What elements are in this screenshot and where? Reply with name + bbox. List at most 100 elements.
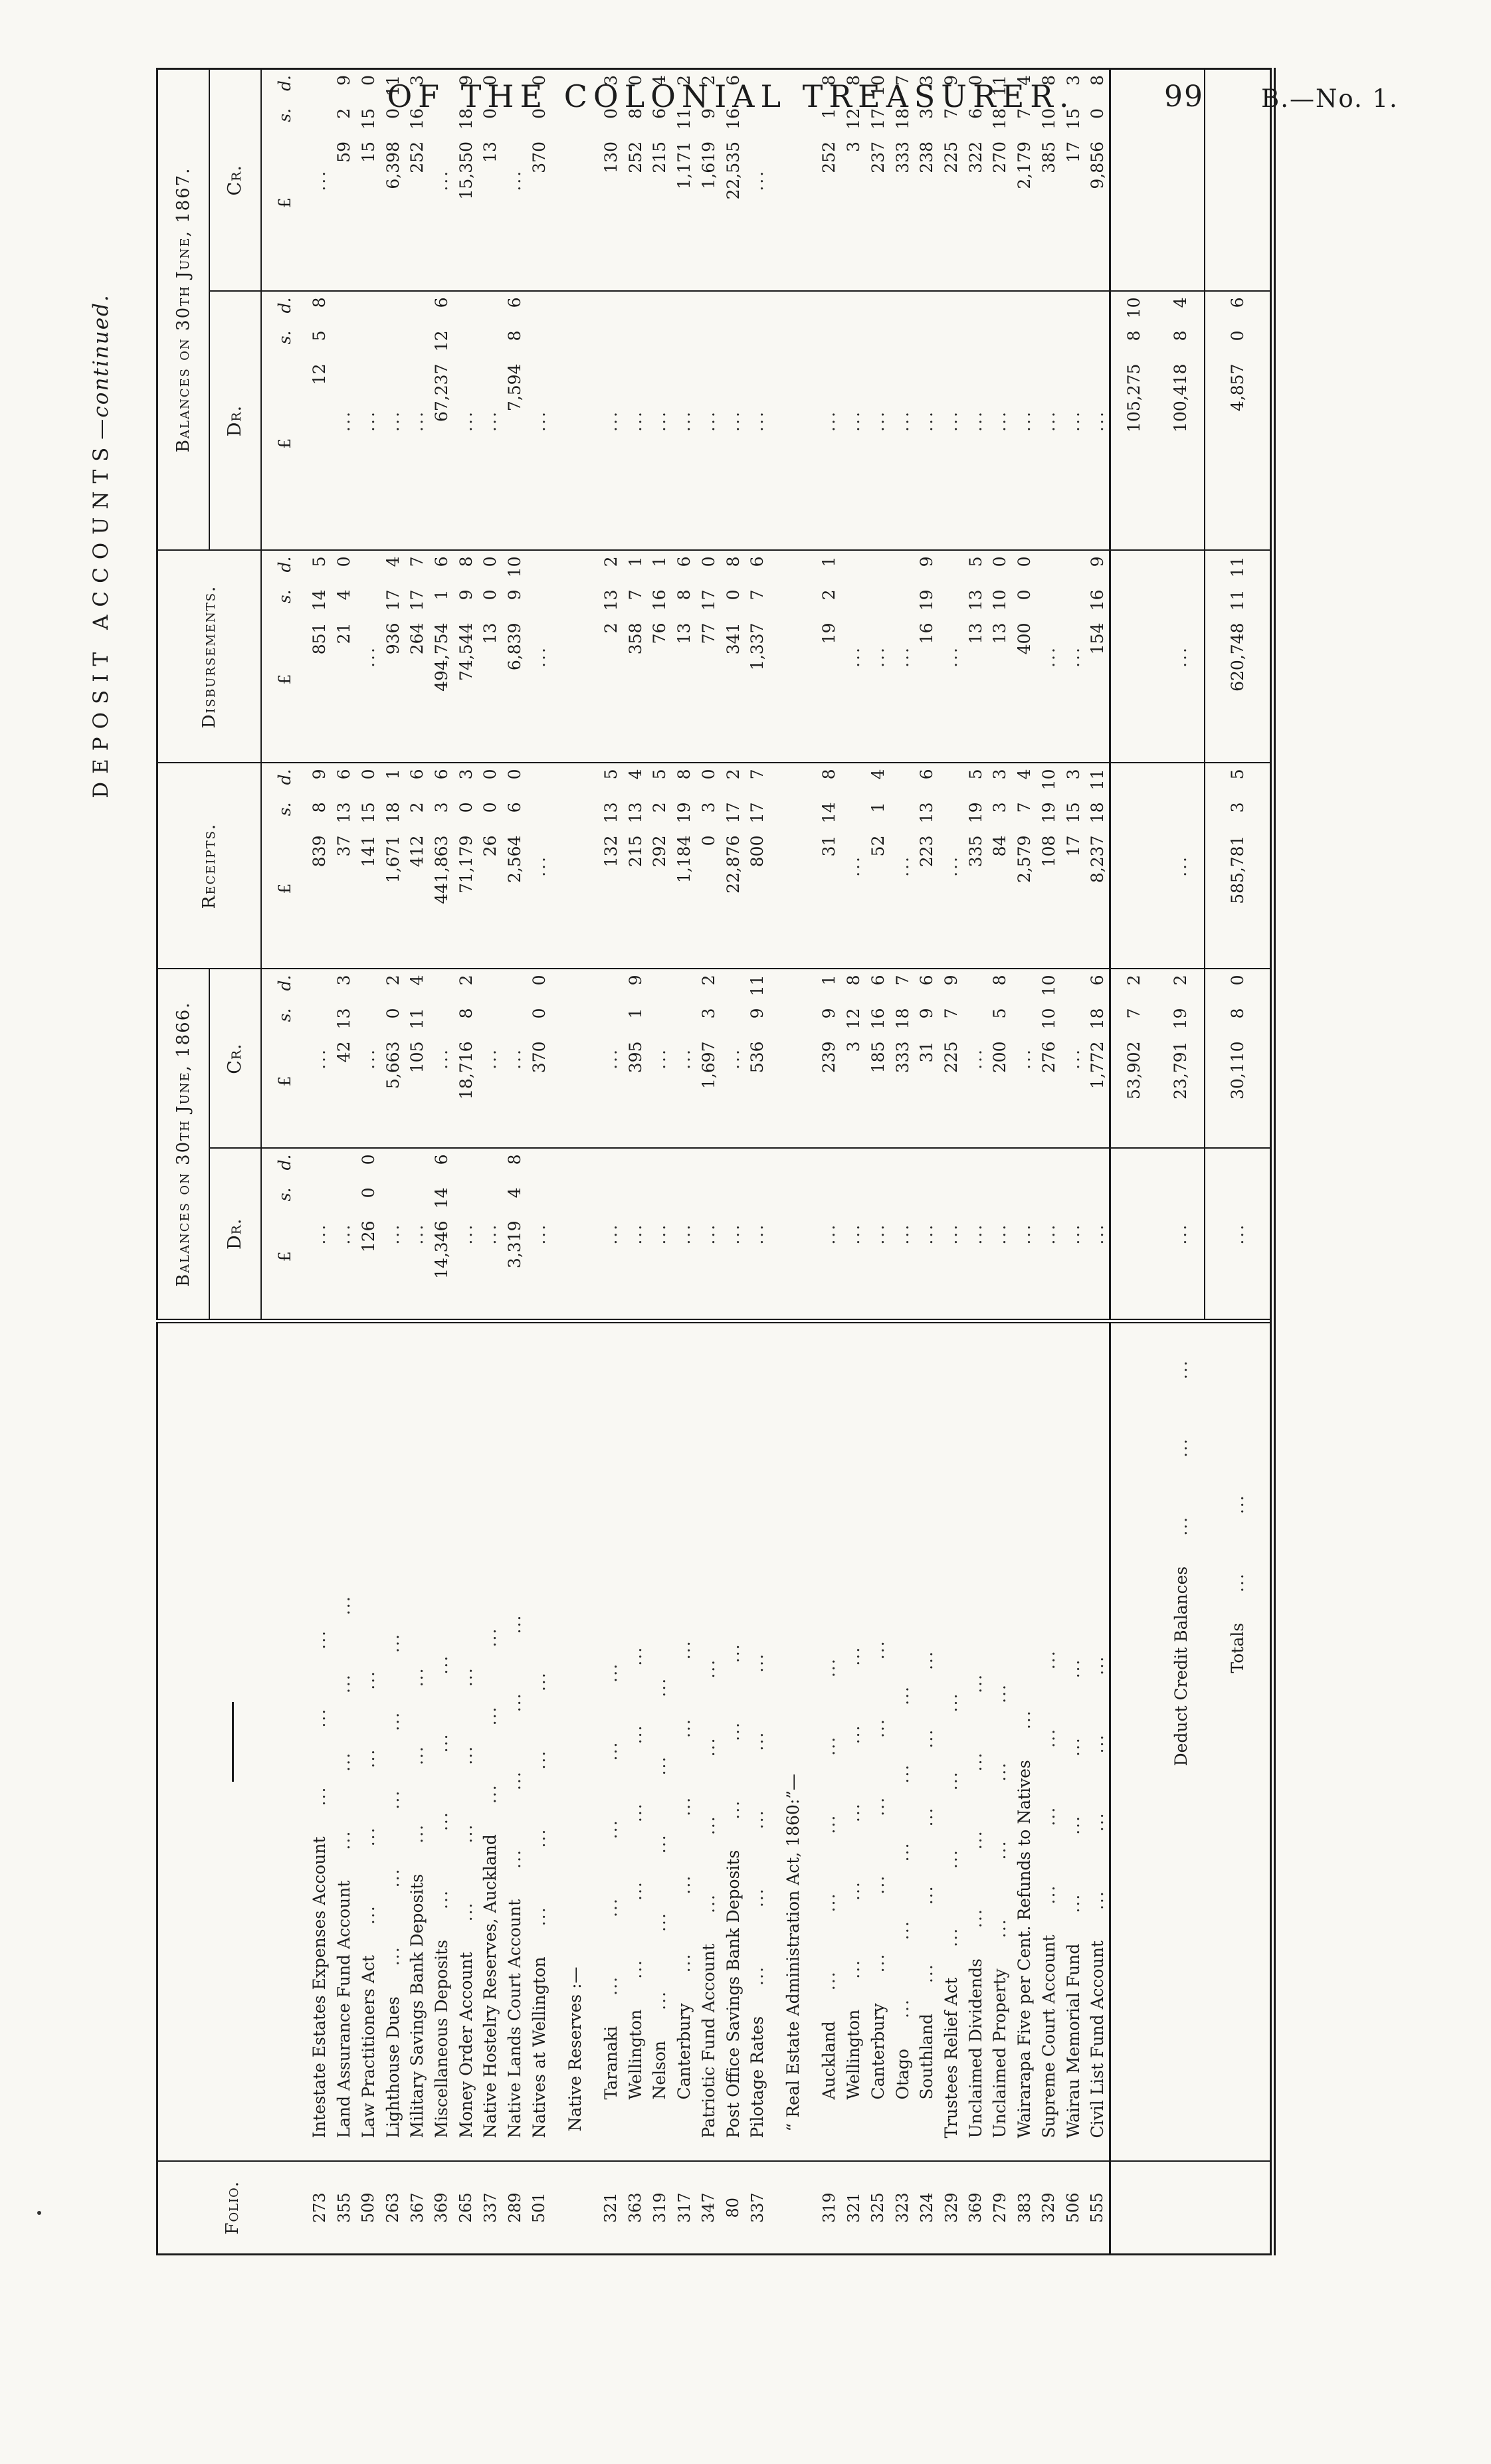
table-row: 323 Otago ... ... ... ... ...... 333 18 7....… bbox=[890, 68, 915, 2255]
amount-s: 17 bbox=[698, 589, 718, 611]
cell-account-name: Canterbury ... ... ... ... ... bbox=[672, 1321, 696, 2162]
amount-s: 2 bbox=[407, 802, 427, 813]
cell-folio: 273 bbox=[310, 2192, 329, 2224]
cell-folio: 337 bbox=[480, 2192, 500, 2224]
amount-d: 3 bbox=[1063, 75, 1083, 86]
cell-cr67: ... bbox=[429, 68, 454, 292]
header-row-1: Folio. Balances on 30th June, 1866. Rece… bbox=[157, 68, 308, 2255]
empty-cell-dots: ... bbox=[334, 410, 354, 432]
amount-l: 1,337 bbox=[747, 622, 767, 671]
cell-cr66: ... bbox=[429, 969, 454, 1149]
cell-dr66: ... bbox=[1157, 1148, 1205, 1321]
table-body: 273 Intestate Estates Expenses Account...… bbox=[307, 68, 1273, 2255]
account-name: Canterbury bbox=[868, 2003, 888, 2100]
cell-dr67: ... bbox=[890, 291, 915, 551]
cell-rec: 2,564 6 0 bbox=[502, 763, 527, 969]
empty-cell-dots: ... bbox=[407, 410, 427, 432]
amount-s: 1 bbox=[431, 589, 451, 601]
col-header-balances-1867: Balances on 30th June, 1867. bbox=[157, 68, 209, 551]
amount-l: 37 bbox=[334, 835, 354, 857]
cell-account-name: Unclaimed Dividends ... ... ... ... bbox=[963, 1321, 988, 2162]
amount-d: 8 bbox=[723, 556, 743, 567]
dot-leaders: ... ... ... ... ... bbox=[917, 1650, 937, 1984]
cell-account-name: Auckland ... ... ... ... ... bbox=[817, 1321, 842, 2162]
empty-cell-dots: ... bbox=[383, 1222, 403, 1245]
amount-l: 494,754 bbox=[431, 622, 451, 692]
amount-d: 0 bbox=[358, 75, 378, 86]
deposit-accounts-table: Folio. Balances on 30th June, 1866. Rece… bbox=[156, 68, 1276, 2255]
amount-l: 536 bbox=[747, 1041, 767, 1074]
empty-cell-dots: ... bbox=[529, 855, 549, 877]
amount-l: 238 bbox=[917, 142, 937, 173]
cell-disb: 77 17 0 bbox=[696, 550, 721, 763]
amount-s: 13 bbox=[601, 802, 621, 824]
currency-subheader: £ s. d. bbox=[260, 763, 308, 969]
cell-dr67: ... bbox=[672, 291, 696, 551]
cell-disb: 494,754 1 6 bbox=[429, 550, 454, 763]
amount-l: 22,876 bbox=[723, 835, 743, 894]
amount-d: 11 bbox=[383, 75, 403, 96]
cell-folio: 319 bbox=[819, 2192, 839, 2224]
amount-l: 71,179 bbox=[456, 835, 476, 894]
cell-cr67: 322 6 0 bbox=[963, 68, 988, 292]
cell-folio: 383 bbox=[1015, 2192, 1034, 2224]
amount-d: 6 bbox=[431, 297, 451, 308]
amount-s: 7 bbox=[942, 1008, 961, 1019]
empty-cell-dots: ... bbox=[334, 1222, 354, 1245]
cell-dr67: 100,418 8 4 bbox=[1157, 291, 1205, 551]
table-row: Native Reserves :— bbox=[551, 68, 599, 2255]
amount-d: 0 bbox=[698, 769, 718, 780]
amount-l: 12 bbox=[310, 363, 330, 385]
amount-l: 23,791 bbox=[1171, 1041, 1191, 1099]
cell-cr66: 3 12 8 bbox=[841, 969, 866, 1149]
dot-leaders: ... ... ... ... bbox=[1039, 1650, 1058, 1905]
cell-dr67: ... bbox=[963, 291, 988, 551]
currency-subheader: £ s. d. bbox=[260, 1148, 308, 1321]
cell-cr66: 370 0 0 bbox=[526, 969, 551, 1149]
cell-disb: ... bbox=[841, 550, 866, 763]
cell-folio: 321 bbox=[601, 2192, 621, 2224]
amount-d: 7 bbox=[747, 769, 767, 780]
amount-d: 5 bbox=[1228, 769, 1248, 780]
cell-disb: 19 2 1 bbox=[817, 550, 842, 763]
cell-dr67: ... bbox=[623, 291, 648, 551]
account-name: Post Office Savings Bank Deposits bbox=[723, 1849, 743, 2138]
cell-account-name: Wairarapa Five per Cent. Refunds to Nati… bbox=[1012, 1321, 1037, 2162]
dot-leaders: ... ... ... ... bbox=[990, 1683, 1010, 1939]
amount-d: 10 bbox=[505, 556, 525, 578]
table-row: “ Real Estate Administration Act, 1860:”… bbox=[769, 68, 817, 2255]
amount-d: 2 bbox=[698, 75, 718, 86]
cell-dr67 bbox=[551, 291, 599, 551]
amount-l: 1,697 bbox=[698, 1041, 718, 1090]
cell-dr66: 14,346 14 6 bbox=[429, 1148, 454, 1321]
amount-d: 8 bbox=[1039, 75, 1058, 86]
empty-cell-dots: ... bbox=[868, 410, 888, 432]
amount-s: 15 bbox=[358, 108, 378, 130]
amount-d: 6 bbox=[674, 556, 694, 567]
empty-cell-dots: ... bbox=[383, 410, 403, 432]
empty-cell-dots: ... bbox=[1063, 1222, 1083, 1245]
cell-folio: 323 bbox=[893, 2192, 912, 2224]
cell-account-name: Intestate Estates Expenses Account ... ..… bbox=[307, 1321, 332, 2162]
amount-d: 6 bbox=[1087, 975, 1107, 986]
amount-d: 8 bbox=[674, 769, 694, 780]
amount-l: 2,579 bbox=[1015, 835, 1035, 884]
cell-cr67 bbox=[1157, 68, 1205, 292]
cell-disb: ... bbox=[355, 550, 381, 763]
cell-rec: 84 3 3 bbox=[987, 763, 1013, 969]
cell-rec: 215 13 4 bbox=[623, 763, 648, 969]
table-row: 347 Patriotic Fund Account... ... ... ...… bbox=[696, 68, 721, 2255]
cell-account-name: Taranaki ... ... ... ... ... bbox=[599, 1321, 623, 2162]
cell-cr66: ... bbox=[647, 969, 672, 1149]
amount-s: 11 bbox=[1228, 589, 1248, 611]
cell-cr67: 6,398 0 11 bbox=[380, 68, 405, 292]
cell-dr67: ... bbox=[987, 291, 1013, 551]
table-row: Deduct Credit Balances ... ... ...... 23,7… bbox=[1157, 68, 1205, 2255]
cell-cr66: 200 5 8 bbox=[987, 969, 1013, 1149]
cell-cr67: 238 3 3 bbox=[914, 68, 940, 292]
amount-s: 9 bbox=[698, 108, 718, 119]
table-row: Totals ... ...... 30,110 8 0 585,781 3 5 620,748… bbox=[1205, 68, 1273, 2255]
amount-s: 8 bbox=[310, 802, 330, 813]
cell-cr67: ... bbox=[307, 68, 332, 292]
cell-account-name: Trustees Relief Act ... ... ... ... bbox=[939, 1321, 963, 2162]
